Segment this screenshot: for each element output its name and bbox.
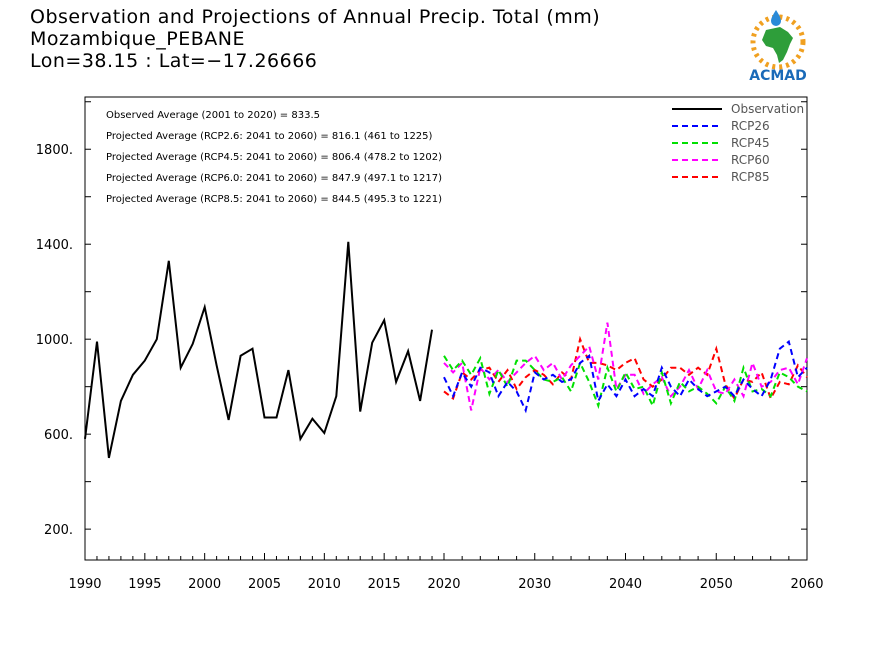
x-tick-label: 2010	[308, 577, 341, 592]
legend-label-rcp60: RCP60	[731, 153, 770, 167]
y-axis: 200. 600. 1000. 1400. 1800.	[36, 101, 807, 538]
legend-label-rcp85: RCP85	[731, 170, 770, 184]
sun-rays-icon	[750, 14, 806, 70]
legend: Observation RCP26 RCP45 RCP60 RCP85	[672, 102, 804, 184]
x-tick-label: 2050	[700, 577, 733, 592]
legend-label-rcp45: RCP45	[731, 136, 770, 150]
x-tick-label: 2020	[427, 577, 460, 592]
water-drop-icon	[771, 10, 781, 26]
x-tick-label: 2060	[790, 577, 823, 592]
chart-title-block: Observation and Projections of Annual Pr…	[30, 6, 600, 72]
annotation-block: Observed Average (2001 to 2020) = 833.5 P…	[106, 110, 442, 205]
x-axis: 1990 1995 2000 2005 2010 2015 2020 2030 2040 2050…	[68, 553, 824, 592]
x-tick-label: 2040	[609, 577, 642, 592]
annotation-line: Projected Average (RCP8.5: 2041 to 2060)…	[106, 194, 442, 205]
plot-frame	[84, 96, 808, 561]
x-tick-label: 2030	[518, 577, 551, 592]
y-tick-label: 1400.	[36, 238, 73, 253]
acmad-logo: ACMAD	[749, 10, 807, 84]
x-tick-label: 1990	[68, 577, 101, 592]
annotation-line: Projected Average (RCP4.5: 2041 to 2060)…	[106, 152, 442, 163]
x-tick-label: 2000	[188, 577, 221, 592]
chart-title: Observation and Projections of Annual Pr…	[30, 6, 601, 28]
chart-subtitle-location: Mozambique_PEBANE	[30, 28, 245, 50]
annotation-line: Projected Average (RCP6.0: 2041 to 2060)…	[106, 173, 442, 184]
chart-subtitle-coordinates: Lon=38.15 : Lat=−17.26666	[30, 50, 318, 72]
y-tick-label: 1800.	[36, 143, 73, 158]
series-line-rcp85	[443, 335, 808, 401]
legend-label-observation: Observation	[731, 102, 804, 116]
series-line-rcp45	[443, 355, 808, 410]
annotation-line: Observed Average (2001 to 2020) = 833.5	[106, 110, 320, 121]
y-tick-label: 1000.	[36, 333, 73, 348]
series-line-observation	[84, 241, 433, 459]
y-tick-label: 200.	[44, 523, 73, 538]
legend-label-rcp26: RCP26	[731, 119, 770, 133]
africa-map-icon	[762, 27, 793, 63]
y-tick-label: 600.	[44, 428, 73, 443]
x-tick-label: 2015	[368, 577, 401, 592]
annotation-line: Projected Average (RCP2.6: 2041 to 2060)…	[106, 131, 433, 142]
x-tick-label: 2005	[248, 577, 281, 592]
series-line-rcp60	[443, 322, 808, 411]
series-lines	[84, 241, 808, 459]
x-tick-label: 1995	[128, 577, 161, 592]
series-line-rcp26	[443, 339, 808, 414]
logo-text: ACMAD	[749, 68, 807, 84]
